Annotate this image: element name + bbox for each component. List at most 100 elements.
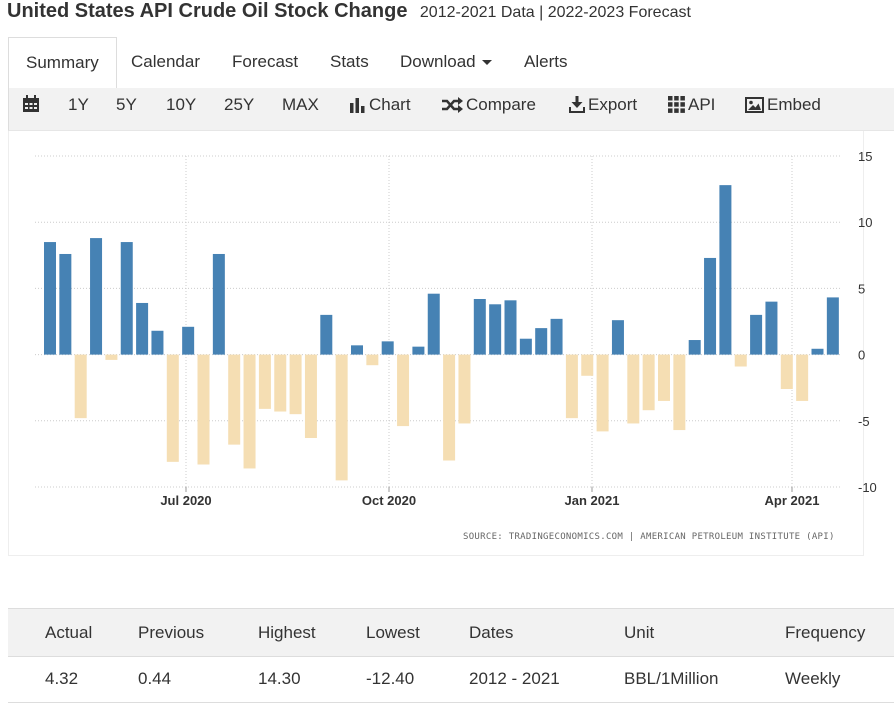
chart-bar[interactable]: [90, 238, 103, 355]
chart-bar[interactable]: [750, 314, 763, 355]
y-tick-label: 0: [858, 348, 865, 363]
chart-bar[interactable]: [473, 298, 486, 355]
chart-bar[interactable]: [412, 346, 425, 355]
stats-value-actual: 4.32: [45, 669, 79, 688]
range-max-button[interactable]: MAX: [282, 95, 319, 114]
chart-bar[interactable]: [581, 354, 594, 376]
range-10y-button[interactable]: 10Y: [166, 95, 197, 114]
x-tick-label: Jan 2021: [565, 493, 620, 508]
chart-bar[interactable]: [397, 354, 410, 427]
chart-bar[interactable]: [197, 354, 210, 465]
chart-bar[interactable]: [704, 257, 717, 355]
chart-bar[interactable]: [136, 302, 149, 355]
stats-value-dates: 2012 - 2021: [469, 669, 560, 688]
chart-bar[interactable]: [243, 354, 256, 469]
range-25y-button[interactable]: 25Y: [224, 95, 255, 114]
chart-bar[interactable]: [274, 354, 287, 412]
chart-bar[interactable]: [351, 345, 363, 355]
stats-value-frequency: Weekly: [785, 669, 841, 688]
chart-bar[interactable]: [765, 301, 778, 355]
x-tick-label: Oct 2020: [362, 493, 416, 508]
chart-bar[interactable]: [335, 354, 348, 481]
chart-bar[interactable]: [673, 354, 686, 431]
chart-bar[interactable]: [550, 318, 563, 355]
tab-stats[interactable]: Stats: [330, 52, 369, 71]
chart-bar[interactable]: [120, 242, 133, 355]
stats-header-frequency: Frequency: [785, 623, 866, 642]
calendar-button[interactable]: [22, 88, 43, 122]
chart-bar[interactable]: [826, 297, 839, 355]
stats-header-unit: Unit: [624, 623, 655, 642]
api-button[interactable]: API: [668, 88, 715, 122]
chart-bar[interactable]: [304, 354, 317, 439]
chart-bar[interactable]: [258, 354, 271, 409]
range-5y-button[interactable]: 5Y: [116, 95, 137, 114]
page-subtitle: 2012-2021 Data | 2022-2023 Forecast: [419, 4, 691, 21]
chart-bar[interactable]: [658, 354, 670, 401]
chart-bar[interactable]: [105, 354, 118, 360]
y-axis-ticks: 15 10 5 0 -5 -10: [858, 149, 877, 495]
chart-bar[interactable]: [151, 330, 164, 355]
chart-bar[interactable]: [166, 354, 179, 462]
chart-bar[interactable]: [734, 354, 747, 367]
chart-bar[interactable]: [811, 348, 824, 355]
stats-value-unit: BBL/1Million: [624, 669, 719, 688]
range-1y-button[interactable]: 1Y: [68, 95, 89, 114]
chart-bar[interactable]: [320, 314, 333, 355]
chart-bar[interactable]: [504, 300, 517, 355]
chart-bar[interactable]: [780, 354, 793, 390]
export-button[interactable]: Export: [569, 88, 637, 122]
chart-button-label: Chart: [369, 95, 411, 114]
y-tick-label: 5: [858, 281, 865, 296]
stats-header-dates: Dates: [469, 623, 514, 642]
x-tick-label: Apr 2021: [765, 493, 820, 508]
chart-toolbar: 1Y 5Y 10Y 25Y MAX Chart Compare Export A…: [8, 88, 894, 131]
stats-value-highest: 14.30: [258, 669, 301, 688]
chart-bar[interactable]: [289, 354, 302, 415]
nav-tabs: Summary Calendar Forecast Stats Download…: [8, 37, 894, 89]
chart-bar[interactable]: [228, 354, 241, 445]
y-tick-label: 15: [858, 149, 872, 164]
chart-bar[interactable]: [74, 354, 87, 419]
bar-chart: 15 10 5 0 -5 -10 Jul 2020 Oct 2020 Jan 2021 Apr …: [35, 149, 877, 508]
chart-bars: [44, 185, 839, 481]
export-button-label: Export: [588, 95, 638, 114]
stats-value-previous: 0.44: [138, 669, 172, 688]
tab-download[interactable]: Download: [383, 37, 509, 87]
tab-summary[interactable]: Summary: [8, 37, 117, 89]
chart-panel: [8, 131, 864, 556]
chart-bar[interactable]: [719, 185, 732, 355]
chart-type-button[interactable]: Chart: [349, 88, 411, 122]
stats-header-highest: Highest: [258, 623, 316, 642]
chart-bar[interactable]: [182, 326, 195, 355]
y-tick-label: 10: [858, 215, 872, 230]
compare-button-label: Compare: [466, 95, 536, 114]
stats-value-lowest: -12.40: [366, 669, 415, 688]
tab-forecast[interactable]: Forecast: [232, 52, 299, 71]
page-title: United States API Crude Oil Stock Change: [7, 0, 408, 22]
tab-alerts[interactable]: Alerts: [524, 52, 568, 71]
chart-bar[interactable]: [212, 253, 225, 355]
chart-bar[interactable]: [596, 354, 609, 432]
chart-bar[interactable]: [611, 320, 624, 355]
tab-calendar[interactable]: Calendar: [131, 52, 200, 71]
chart-bar[interactable]: [59, 253, 72, 355]
chart-bar[interactable]: [44, 242, 56, 355]
y-tick-label: -10: [858, 480, 877, 495]
chart-bar[interactable]: [535, 328, 548, 355]
chart-bar[interactable]: [458, 354, 471, 424]
chart-bar[interactable]: [627, 354, 640, 424]
chart-bar[interactable]: [565, 354, 578, 419]
embed-button[interactable]: Embed: [745, 88, 821, 122]
chart-bar[interactable]: [688, 340, 701, 355]
chart-bar[interactable]: [381, 341, 394, 355]
chart-bar[interactable]: [519, 338, 532, 355]
chart-bar[interactable]: [443, 354, 456, 461]
compare-button[interactable]: Compare: [441, 88, 536, 122]
chart-bar[interactable]: [427, 293, 440, 355]
download-icon: [569, 96, 585, 113]
chart-bar[interactable]: [642, 354, 655, 411]
chart-bar[interactable]: [366, 354, 379, 366]
chart-bar[interactable]: [489, 304, 502, 355]
chart-bar[interactable]: [796, 354, 809, 401]
